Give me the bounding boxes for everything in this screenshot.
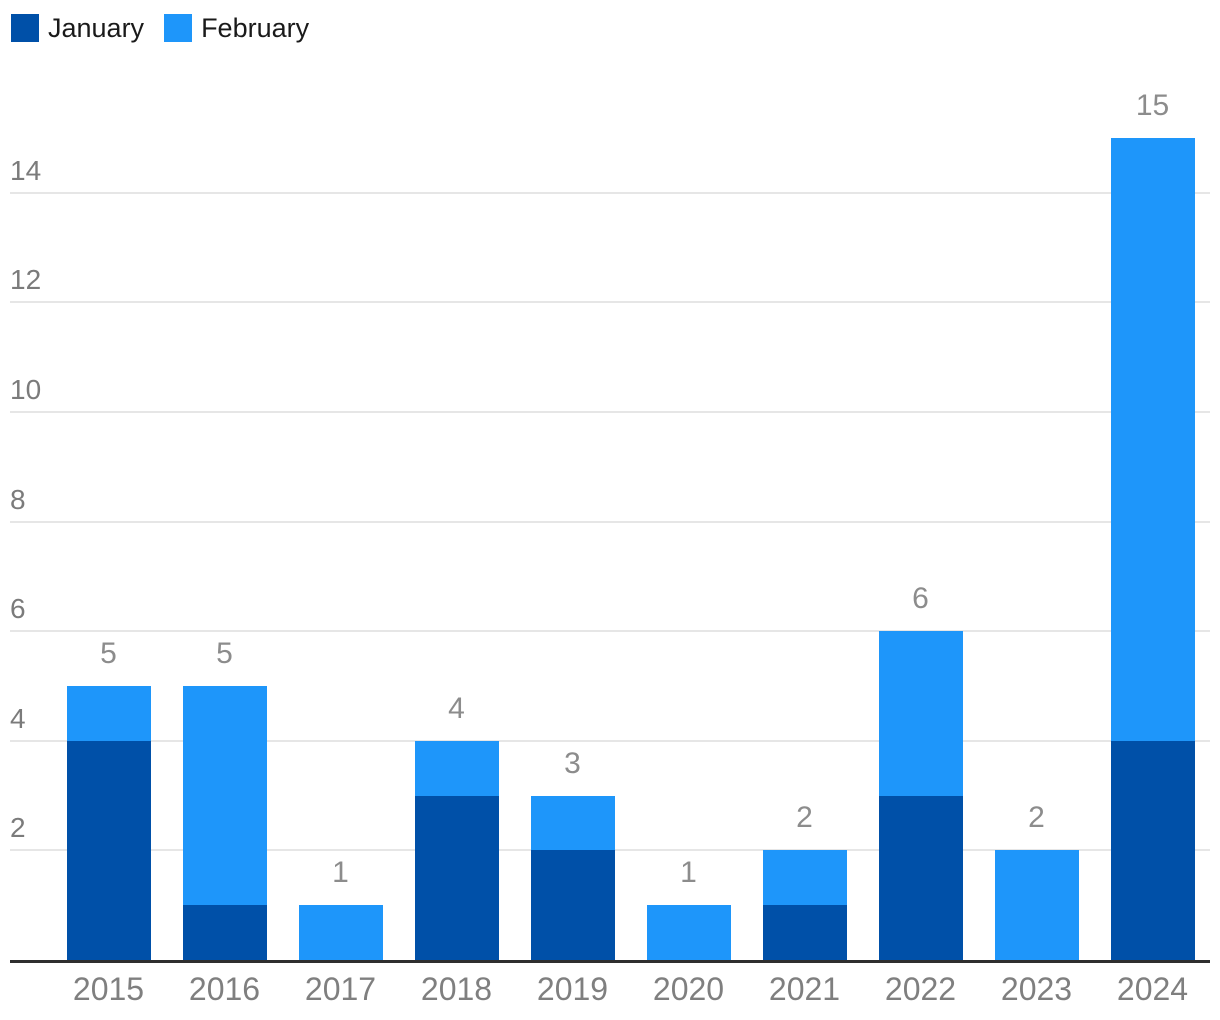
x-axis-label-2017: 2017 xyxy=(304,971,377,1007)
x-axis-label-2024: 2024 xyxy=(1116,971,1189,1007)
legend-swatch-january-icon xyxy=(11,14,39,42)
x-axis-label-2022: 2022 xyxy=(884,971,957,1007)
legend-item-january: January xyxy=(11,13,144,43)
bar-2023-february xyxy=(994,850,1079,960)
bar-total-label-2023: 2 xyxy=(1028,801,1045,835)
bar-2020-february xyxy=(646,905,731,960)
y-axis-tick-label-6: 6 xyxy=(10,593,26,625)
legend-label-february: February xyxy=(201,13,310,43)
gridline-y6 xyxy=(10,630,1210,633)
bar-2015-january xyxy=(66,740,151,960)
legend-swatch-february-icon xyxy=(164,14,193,42)
bar-2018-february xyxy=(414,740,499,796)
x-axis-label-2019: 2019 xyxy=(536,971,609,1007)
gridline-y12 xyxy=(10,301,1210,304)
gridline-y14 xyxy=(10,191,1210,194)
legend: January February xyxy=(11,13,309,43)
y-axis-tick-label-12: 12 xyxy=(10,264,42,296)
y-axis-tick-label-4: 4 xyxy=(10,702,26,734)
bar-2022-february xyxy=(878,631,963,796)
bar-total-label-2017: 1 xyxy=(332,856,349,890)
bar-total-label-2018: 4 xyxy=(448,691,465,725)
bar-2021-january xyxy=(762,905,847,960)
bar-2024-january xyxy=(1110,740,1195,960)
bar-2017-february xyxy=(298,905,383,960)
bar-2015-february xyxy=(66,686,151,741)
legend-item-february: February xyxy=(164,13,309,43)
bar-total-label-2022: 6 xyxy=(912,582,929,616)
bar-total-label-2016: 5 xyxy=(216,637,233,670)
bar-2016-february xyxy=(182,686,267,906)
y-axis-tick-label-8: 8 xyxy=(10,483,26,515)
bar-total-label-2019: 3 xyxy=(564,746,581,780)
y-axis-tick-label-2: 2 xyxy=(10,812,26,844)
gridline-y4 xyxy=(10,739,1210,742)
bar-2019-january xyxy=(530,850,615,960)
x-axis-label-2018: 2018 xyxy=(420,971,493,1007)
x-axis-label-2015: 2015 xyxy=(72,971,145,1007)
x-axis-label-2021: 2021 xyxy=(768,971,841,1007)
bar-total-label-2024: 15 xyxy=(1135,89,1170,122)
bar-2016-january xyxy=(182,905,267,960)
bar-2021-february xyxy=(762,850,847,906)
gridline-y10 xyxy=(10,411,1210,413)
y-axis-tick-label-10: 10 xyxy=(10,374,42,405)
x-axis-label-2020: 2020 xyxy=(652,971,725,1007)
bar-total-label-2021: 2 xyxy=(796,801,813,835)
bar-total-label-2015: 5 xyxy=(100,637,117,670)
legend-label-january: January xyxy=(48,13,145,43)
bar-2022-january xyxy=(878,795,963,960)
x-axis-baseline xyxy=(10,960,1210,963)
bar-2024-february xyxy=(1110,138,1195,741)
bar-2019-february xyxy=(530,795,615,851)
y-axis-tick-label-14: 14 xyxy=(10,154,42,186)
x-axis-label-2023: 2023 xyxy=(1000,971,1073,1007)
bar-2018-january xyxy=(414,795,499,960)
gridline-y8 xyxy=(10,520,1210,523)
x-axis-label-2016: 2016 xyxy=(188,971,261,1007)
bar-total-label-2020: 1 xyxy=(680,856,697,890)
